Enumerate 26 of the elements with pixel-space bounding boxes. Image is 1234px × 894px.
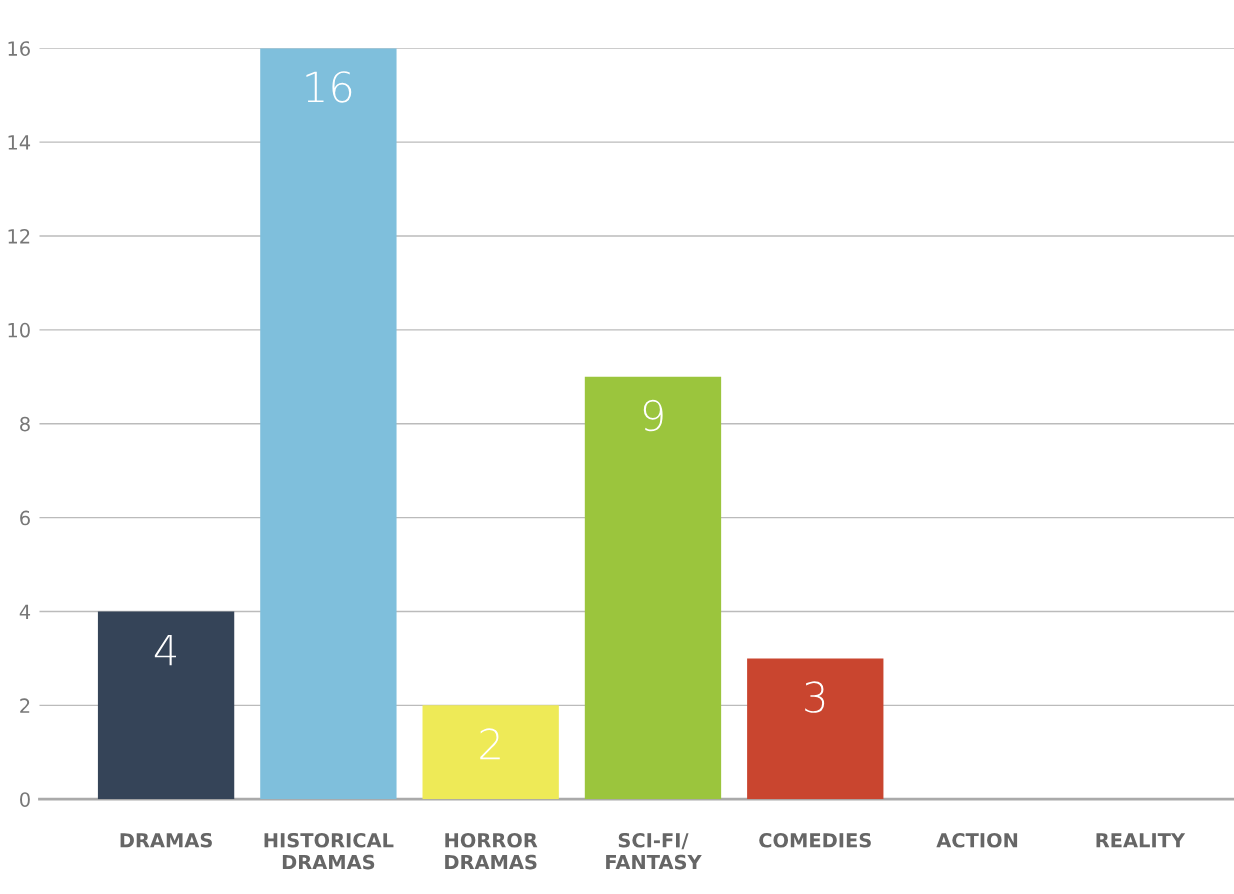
x-tick-label: HORROR DRAMAS bbox=[445, 832, 538, 870]
bar bbox=[422, 705, 559, 800]
bar bbox=[260, 48, 397, 800]
x-tick-label: SCI-FI/ FANTASY bbox=[606, 832, 702, 870]
bar bbox=[747, 658, 884, 800]
y-tick-label: 2 bbox=[20, 698, 30, 713]
x-tick-label: COMEDIES bbox=[759, 832, 871, 848]
y-tick-label: 4 bbox=[19, 604, 31, 619]
x-tick-label: ACTION bbox=[936, 832, 1018, 848]
y-tick-label: 12 bbox=[8, 228, 30, 244]
y-tick-label: 14 bbox=[8, 135, 31, 150]
data-label: 4 bbox=[154, 634, 176, 666]
y-tick-label: 16 bbox=[8, 41, 30, 56]
y-tick-label: 10 bbox=[8, 322, 30, 338]
y-tick-label: 6 bbox=[20, 510, 30, 526]
data-label: 2 bbox=[480, 728, 500, 760]
bar bbox=[584, 376, 722, 800]
y-tick-label: 8 bbox=[20, 416, 30, 432]
data-label: 3 bbox=[805, 681, 825, 713]
data-label: 9 bbox=[643, 399, 663, 432]
x-tick-label: REALITY bbox=[1096, 833, 1186, 848]
x-tick-label: HISTORICAL DRAMAS bbox=[264, 832, 394, 870]
bar bbox=[97, 611, 235, 800]
y-tick-label: 0 bbox=[20, 792, 30, 807]
x-tick-label: DRAMAS bbox=[120, 832, 212, 848]
data-label: 16 bbox=[306, 71, 352, 103]
